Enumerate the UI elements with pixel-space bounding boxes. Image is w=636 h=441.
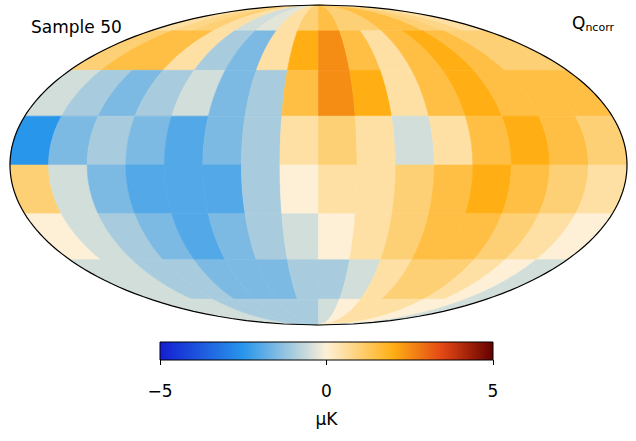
svg-text:Sample 50: Sample 50 <box>31 17 122 37</box>
svg-text:Q: Q <box>572 13 585 33</box>
svg-text:0: 0 <box>321 381 332 401</box>
svg-text:μK: μK <box>316 409 339 429</box>
svg-text:ncorr: ncorr <box>585 21 614 34</box>
svg-text:−5: −5 <box>147 381 172 401</box>
svg-text:5: 5 <box>488 381 499 401</box>
